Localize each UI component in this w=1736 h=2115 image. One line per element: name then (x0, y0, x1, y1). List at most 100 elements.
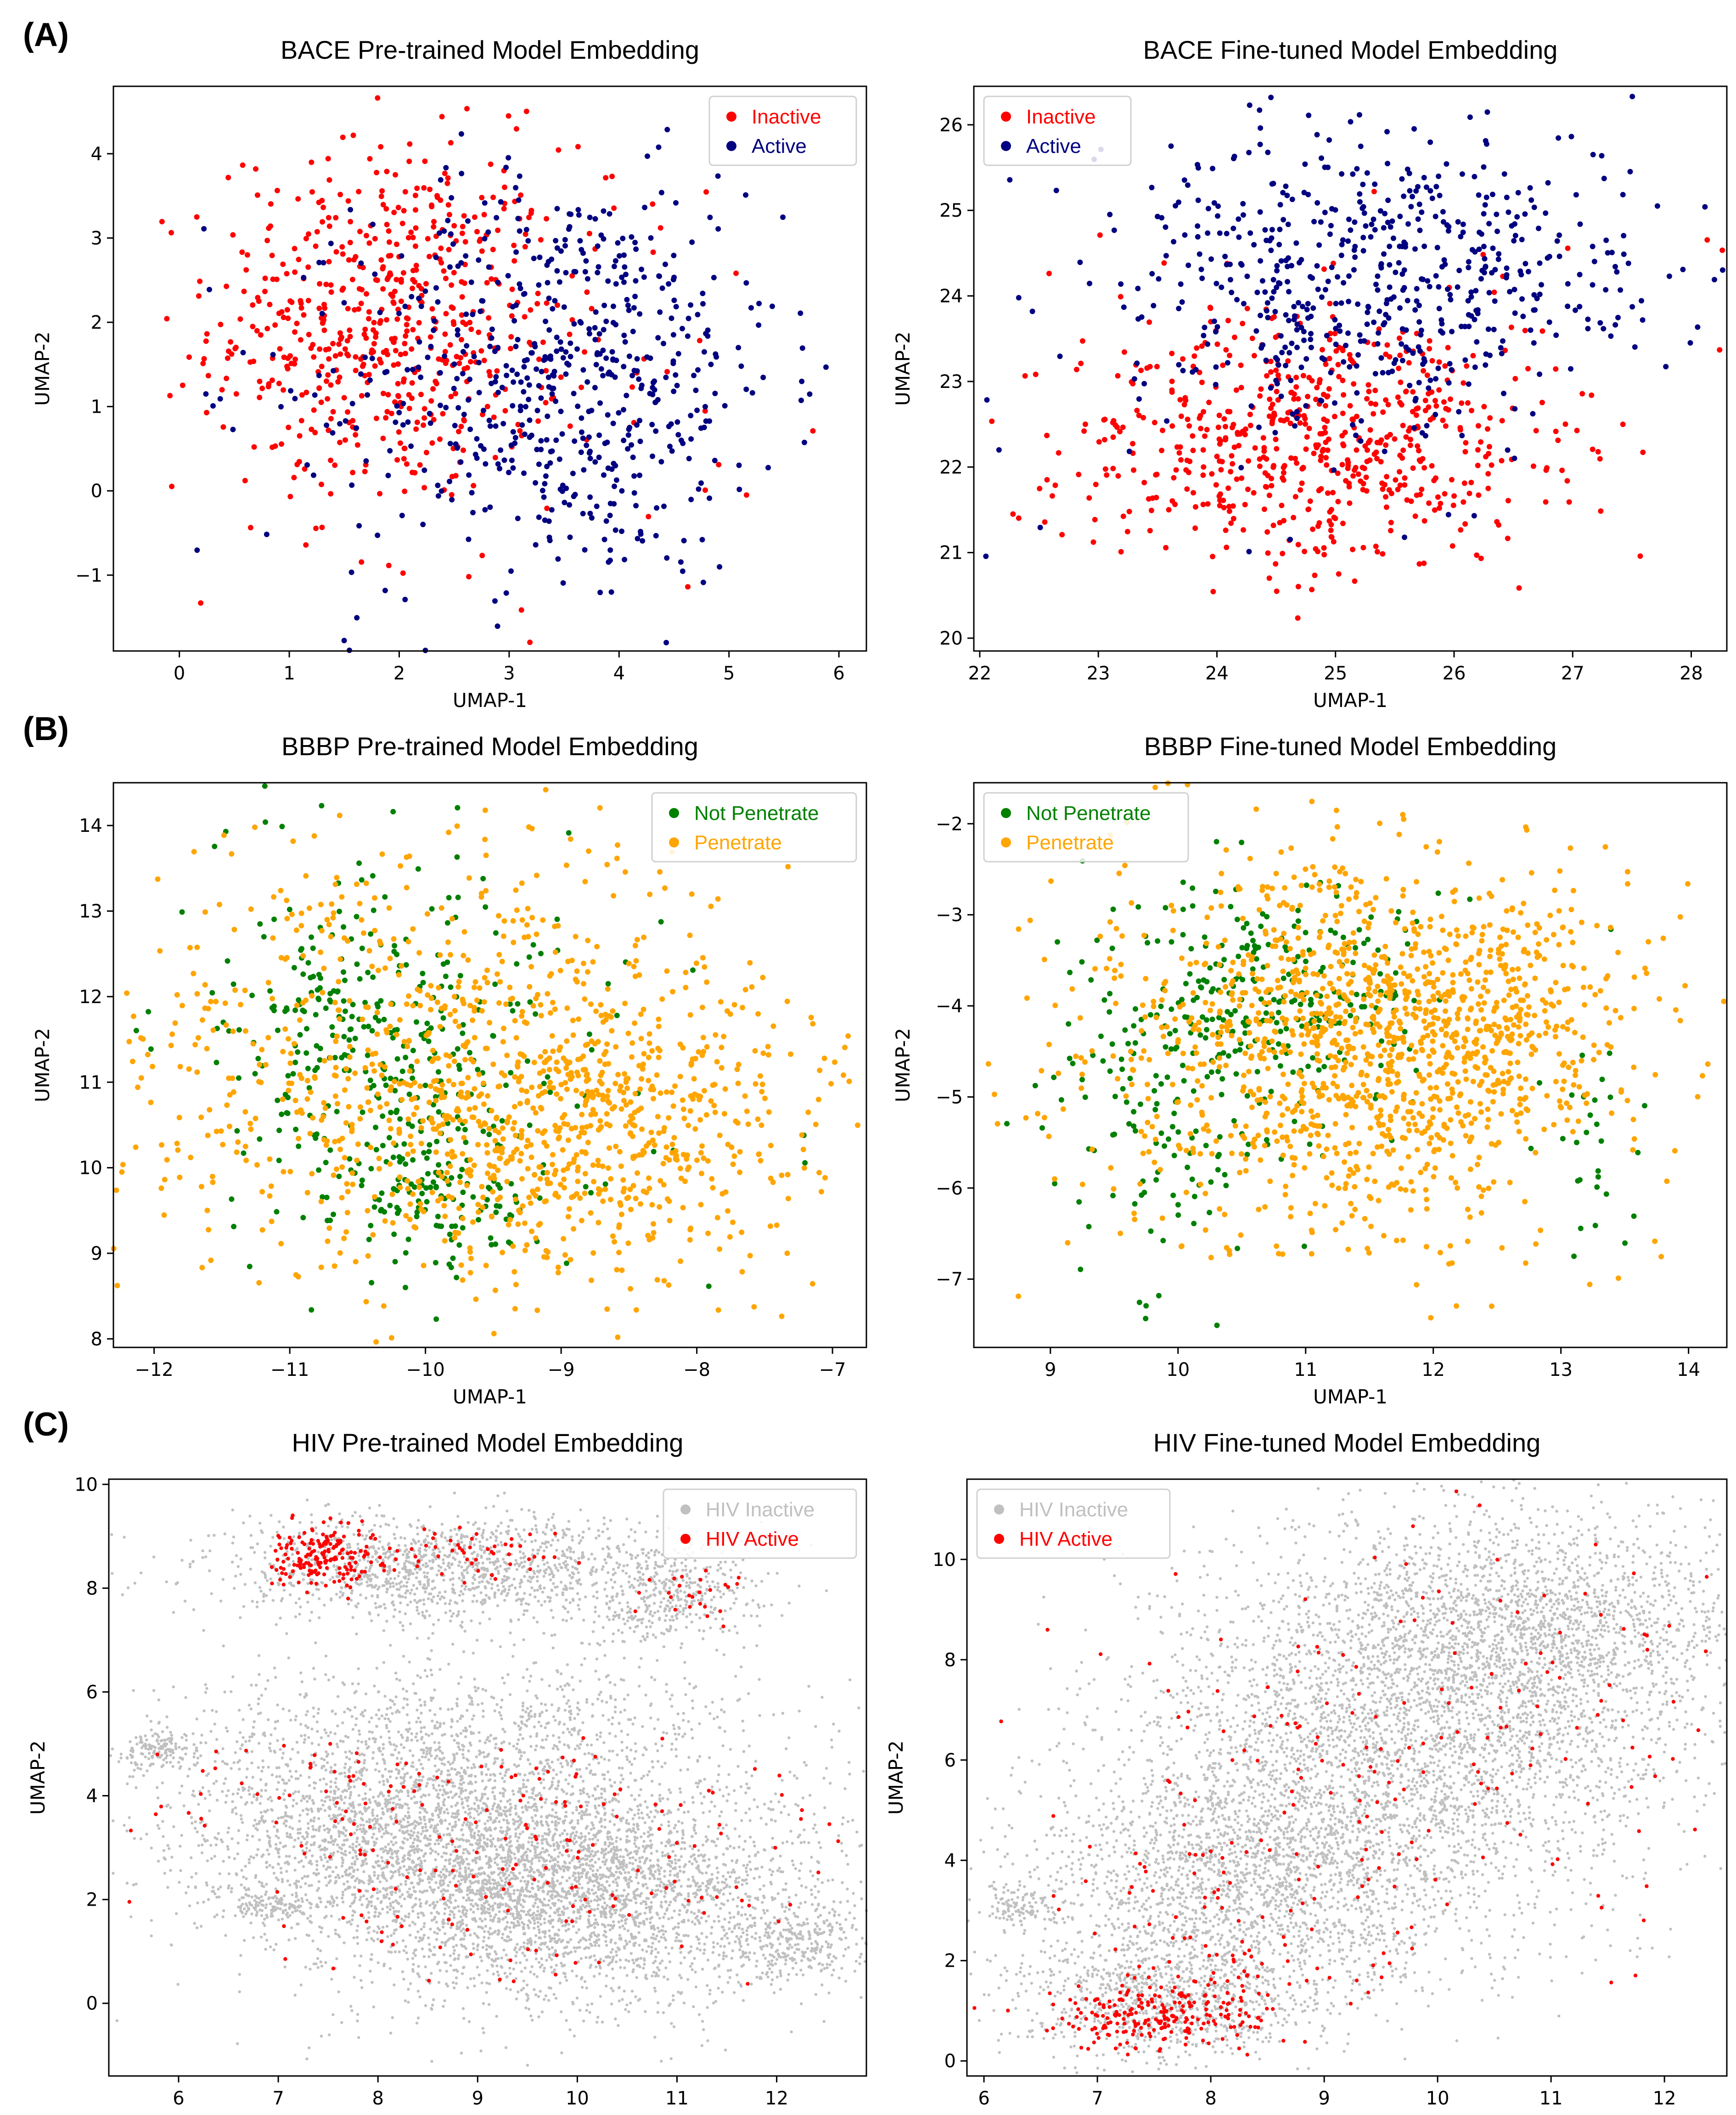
data-point (332, 1093, 338, 1099)
data-point (1243, 1123, 1249, 1129)
data-point (1278, 333, 1284, 339)
data-point (661, 1125, 667, 1131)
data-point (495, 280, 501, 285)
data-point (460, 1189, 466, 1195)
data-point (1051, 1074, 1057, 1080)
data-point (401, 1141, 407, 1147)
data-point (1294, 460, 1300, 466)
data-point (657, 1048, 663, 1054)
data-point (1268, 247, 1274, 253)
data-point (295, 1049, 301, 1055)
data-point (612, 1081, 618, 1087)
data-point (487, 1020, 493, 1026)
data-point (1098, 1033, 1104, 1039)
data-point (297, 1017, 303, 1023)
data-point (508, 996, 514, 1002)
data-point (1146, 319, 1152, 325)
data-point (318, 399, 324, 405)
data-point (768, 1143, 774, 1149)
data-point (799, 378, 805, 384)
data-point (722, 403, 728, 409)
data-point (1591, 258, 1597, 264)
data-point (552, 1192, 558, 1198)
data-point (342, 935, 347, 941)
data-point (347, 334, 353, 340)
data-point (538, 1002, 544, 1008)
data-point (649, 1202, 655, 1208)
data-point (349, 276, 355, 282)
data-point (543, 787, 549, 793)
data-point (1291, 317, 1297, 323)
data-point (394, 1027, 400, 1032)
data-point (447, 1011, 453, 1017)
data-point (391, 209, 397, 215)
data-point (1308, 344, 1314, 350)
data-point (358, 356, 364, 362)
data-point (510, 304, 516, 310)
data-point (470, 1059, 476, 1065)
data-point (352, 1070, 358, 1076)
data-point (1397, 213, 1403, 219)
data-point (539, 369, 545, 375)
data-point (298, 337, 303, 343)
data-point (1459, 400, 1465, 406)
data-point (1405, 166, 1410, 172)
data-point (1386, 370, 1392, 376)
data-point (470, 1194, 476, 1200)
data-point (1240, 212, 1246, 218)
data-point (765, 465, 771, 471)
data-point (521, 364, 527, 370)
data-point (280, 1096, 286, 1102)
data-point (613, 358, 619, 363)
data-point (1258, 125, 1264, 131)
data-point (1147, 1012, 1153, 1018)
data-point (176, 1115, 182, 1121)
data-point (1221, 976, 1227, 982)
data-point (1298, 365, 1304, 370)
data-point (384, 317, 389, 323)
data-point (687, 1227, 693, 1233)
data-point (366, 1236, 372, 1242)
data-point (536, 1164, 542, 1170)
data-point (1537, 371, 1543, 377)
data-point (451, 1058, 457, 1064)
y-tick-label: 12 (79, 987, 102, 1008)
data-point (1247, 411, 1253, 417)
data-point (1569, 1092, 1575, 1098)
data-point (388, 410, 394, 416)
data-point (1285, 1106, 1291, 1112)
data-point (1195, 223, 1201, 229)
data-point (1494, 228, 1500, 234)
data-point (592, 337, 598, 342)
data-point (456, 360, 462, 366)
data-point (1427, 924, 1433, 930)
data-point (1203, 1017, 1209, 1023)
data-point (1403, 389, 1409, 395)
data-point (641, 274, 647, 280)
data-point (1181, 402, 1187, 408)
data-point (1081, 428, 1087, 434)
data-point (1274, 268, 1280, 274)
data-point (1207, 965, 1213, 971)
data-point (540, 339, 546, 345)
data-point (1348, 1013, 1354, 1019)
data-point (663, 1155, 669, 1161)
data-point (285, 366, 291, 372)
data-point (269, 377, 275, 383)
data-point (718, 999, 724, 1005)
data-point (489, 381, 494, 387)
data-point (233, 391, 239, 397)
data-point (441, 1203, 447, 1209)
data-point (404, 322, 410, 328)
data-point (416, 950, 422, 956)
data-point (1528, 1145, 1534, 1151)
data-point (1171, 1153, 1177, 1158)
data-point (213, 1060, 219, 1066)
data-point (438, 177, 444, 183)
data-point (349, 401, 355, 407)
data-point (1369, 221, 1375, 227)
data-point (231, 1223, 237, 1229)
data-point (669, 1089, 675, 1095)
x-tick-label: 22 (968, 663, 991, 684)
data-point (613, 1144, 619, 1150)
